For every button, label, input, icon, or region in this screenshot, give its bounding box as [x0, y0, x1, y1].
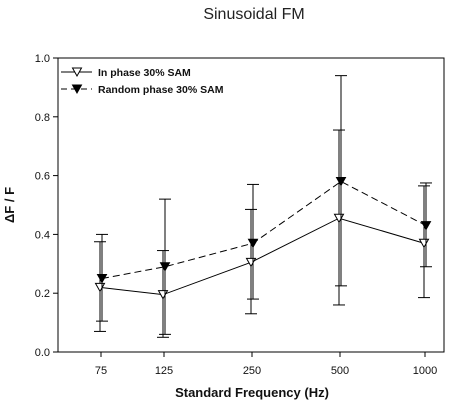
data-point [245, 257, 257, 268]
series-layer [94, 75, 432, 338]
data-point [333, 213, 345, 224]
x-tick-label: 500 [331, 365, 349, 377]
series-line [99, 217, 425, 296]
legend-label-random-phase: Random phase 30% SAM [98, 84, 224, 96]
legend: In phase 30% SAM Random phase 30% SAM [61, 67, 224, 96]
x-tick-label: 125 [155, 365, 173, 377]
series-random-phase [96, 75, 432, 335]
data-point [420, 221, 432, 231]
y-tick-label: 0.8 [35, 112, 50, 124]
legend-label-in-phase: In phase 30% SAM [98, 67, 191, 79]
y-axis: 0.0 0.2 0.4 0.6 0.8 1.0 [35, 53, 58, 359]
chart-title: Sinusoidal FM [203, 6, 304, 23]
legend-marker-in-phase [71, 67, 83, 78]
series-in-phase [94, 129, 430, 338]
legend-marker-random-phase [71, 84, 83, 95]
y-tick-label: 1.0 [35, 53, 50, 65]
y-tick-label: 0.4 [35, 229, 50, 241]
data-point [335, 176, 347, 187]
y-axis-label: ΔF / F [2, 187, 17, 223]
plot-frame [57, 57, 445, 353]
x-axis-label: Standard Frequency (Hz) [175, 385, 329, 400]
data-point [247, 238, 259, 249]
data-point [159, 262, 171, 272]
y-tick-label: 0.6 [35, 171, 50, 183]
data-point [418, 238, 430, 249]
data-point [96, 274, 108, 284]
x-tick-label: 250 [243, 365, 261, 377]
x-axis: 75 125 250 500 1000 [95, 352, 437, 377]
x-tick-label: 1000 [413, 365, 437, 377]
x-tick-label: 75 [95, 365, 107, 377]
y-tick-label: 0.2 [35, 288, 50, 300]
y-tick-label: 0.0 [35, 347, 50, 359]
